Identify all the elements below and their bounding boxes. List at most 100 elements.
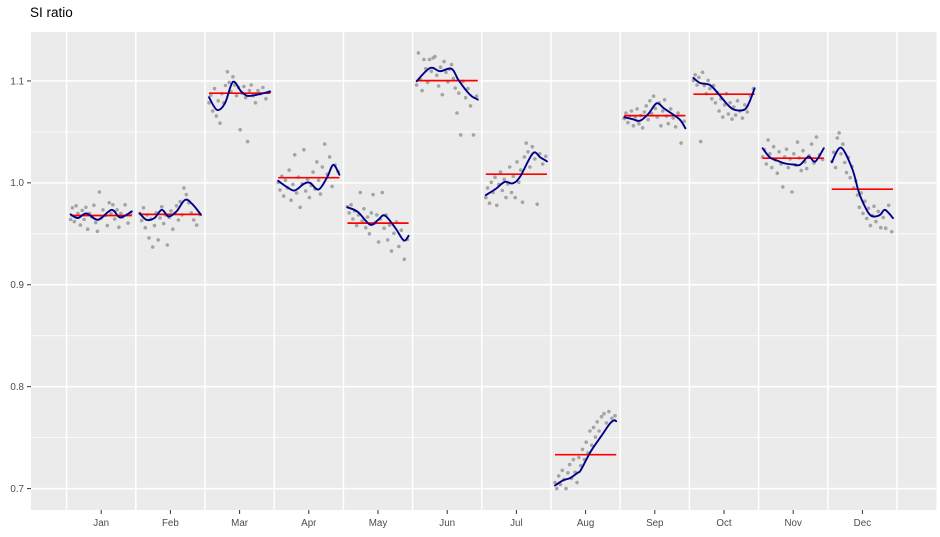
si-ratio-point <box>844 170 849 175</box>
si-ratio-point <box>380 190 385 195</box>
seasonal-smooth-line <box>692 76 756 112</box>
si-ratio-point <box>637 121 641 126</box>
si-ratio-point <box>382 226 386 230</box>
si-ratio-point <box>517 180 521 185</box>
si-ratio-point <box>610 416 614 421</box>
si-ratio-point <box>661 109 665 113</box>
si-ratio-point <box>311 170 315 174</box>
si-ratio-point <box>743 103 747 107</box>
si-ratio-point <box>646 117 650 122</box>
si-ratio-point <box>833 165 838 170</box>
si-ratio-point <box>733 113 738 117</box>
si-ratio-point <box>444 70 448 75</box>
si-ratio-point <box>318 192 323 196</box>
si-ratio-point <box>553 480 557 485</box>
si-ratio-point <box>210 109 215 113</box>
si-ratio-point <box>710 97 714 101</box>
si-ratio-point <box>662 98 667 102</box>
si-ratio-point <box>722 103 727 107</box>
si-ratio-point <box>147 236 151 240</box>
si-ratio-point <box>730 117 734 121</box>
y-tick-label: 0.8 <box>10 382 24 393</box>
si-ratio-point <box>360 219 364 223</box>
si-ratio-point <box>602 411 606 416</box>
si-ratio-point <box>238 128 242 132</box>
si-ratio-point <box>649 111 654 116</box>
si-ratio-point <box>874 219 878 224</box>
si-ratio-point <box>397 244 401 249</box>
si-ratio-point <box>886 203 891 208</box>
si-ratio-point <box>367 232 372 236</box>
si-ratio-point <box>695 83 699 87</box>
si-ratio-point <box>362 207 366 211</box>
si-ratio-point <box>522 155 527 159</box>
si-ratio-point <box>457 91 461 95</box>
si-ratio-point <box>659 124 663 128</box>
si-ratio-point <box>347 211 352 215</box>
si-ratio-point <box>799 168 803 173</box>
si-ratio-point <box>243 95 248 100</box>
si-ratio-point <box>530 144 535 149</box>
si-ratio-point <box>111 203 115 207</box>
seasonal-smooth-line <box>761 147 825 167</box>
si-ratio-point <box>866 206 871 211</box>
si-ratio-point <box>364 225 368 230</box>
si-ratio-point <box>640 126 645 130</box>
si-ratio-point <box>839 152 843 156</box>
si-ratio-point <box>577 455 581 460</box>
points-group <box>622 94 686 145</box>
si-ratio-point <box>414 83 419 87</box>
si-ratio-point <box>218 121 222 125</box>
month-group-feb <box>138 186 202 249</box>
si-ratio-point <box>291 182 295 187</box>
si-ratio-point <box>320 165 325 169</box>
si-ratio-point <box>564 486 568 491</box>
x-tick-label: Aug <box>577 518 594 529</box>
si-ratio-point <box>349 203 353 207</box>
si-ratio-point <box>225 69 230 74</box>
si-ratio-point <box>429 69 434 73</box>
si-ratio-point <box>786 165 791 170</box>
si-ratio-point <box>152 223 157 228</box>
seasonal-smooth-line <box>484 151 548 197</box>
si-ratio-point <box>468 104 473 108</box>
si-ratio-point <box>158 216 162 220</box>
si-ratio-point <box>693 73 697 77</box>
seasonal-smooth-line <box>138 198 202 222</box>
si-ratio-point <box>80 208 84 213</box>
si-ratio-point <box>161 221 166 226</box>
si-ratio-point <box>781 185 785 189</box>
si-ratio-point <box>109 211 113 216</box>
si-ratio-point <box>493 175 497 179</box>
si-ratio-point <box>498 170 503 174</box>
si-ratio-point <box>777 150 781 154</box>
si-ratio-point <box>298 205 303 210</box>
si-ratio-point <box>165 243 170 247</box>
si-ratio-point <box>455 111 459 115</box>
si-ratio-point <box>599 414 604 419</box>
x-tick-label: Jan <box>93 518 109 529</box>
si-ratio-point <box>520 200 525 204</box>
si-ratio-point <box>376 240 381 244</box>
si-ratio-point <box>264 97 268 101</box>
si-ratio-point <box>698 139 703 144</box>
month-group-sep <box>622 94 687 145</box>
si-ratio-point <box>354 223 359 228</box>
si-ratio-point <box>322 142 327 146</box>
si-ratio-point <box>141 206 146 210</box>
si-ratio-point <box>770 165 774 170</box>
si-ratio-point <box>316 178 321 183</box>
si-ratio-point <box>425 80 430 85</box>
si-ratio-point <box>855 193 860 197</box>
si-ratio-point <box>784 147 789 151</box>
si-ratio-point <box>814 135 819 139</box>
y-tick-label: 1.0 <box>10 178 24 189</box>
si-ratio-point <box>438 65 443 69</box>
si-ratio-point <box>726 112 731 116</box>
si-ratio-point <box>708 86 712 91</box>
si-ratio-point <box>143 225 148 230</box>
si-ratio-point <box>624 111 628 115</box>
si-ratio-point <box>648 99 652 103</box>
si-ratio-point <box>107 200 111 205</box>
